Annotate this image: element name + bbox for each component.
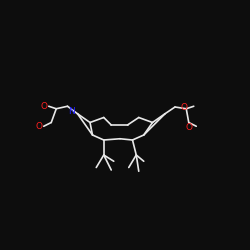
Text: O: O [35, 122, 42, 131]
Text: O: O [185, 124, 192, 132]
Text: O: O [180, 103, 187, 112]
Text: N: N [68, 107, 74, 116]
Text: O: O [40, 102, 47, 111]
